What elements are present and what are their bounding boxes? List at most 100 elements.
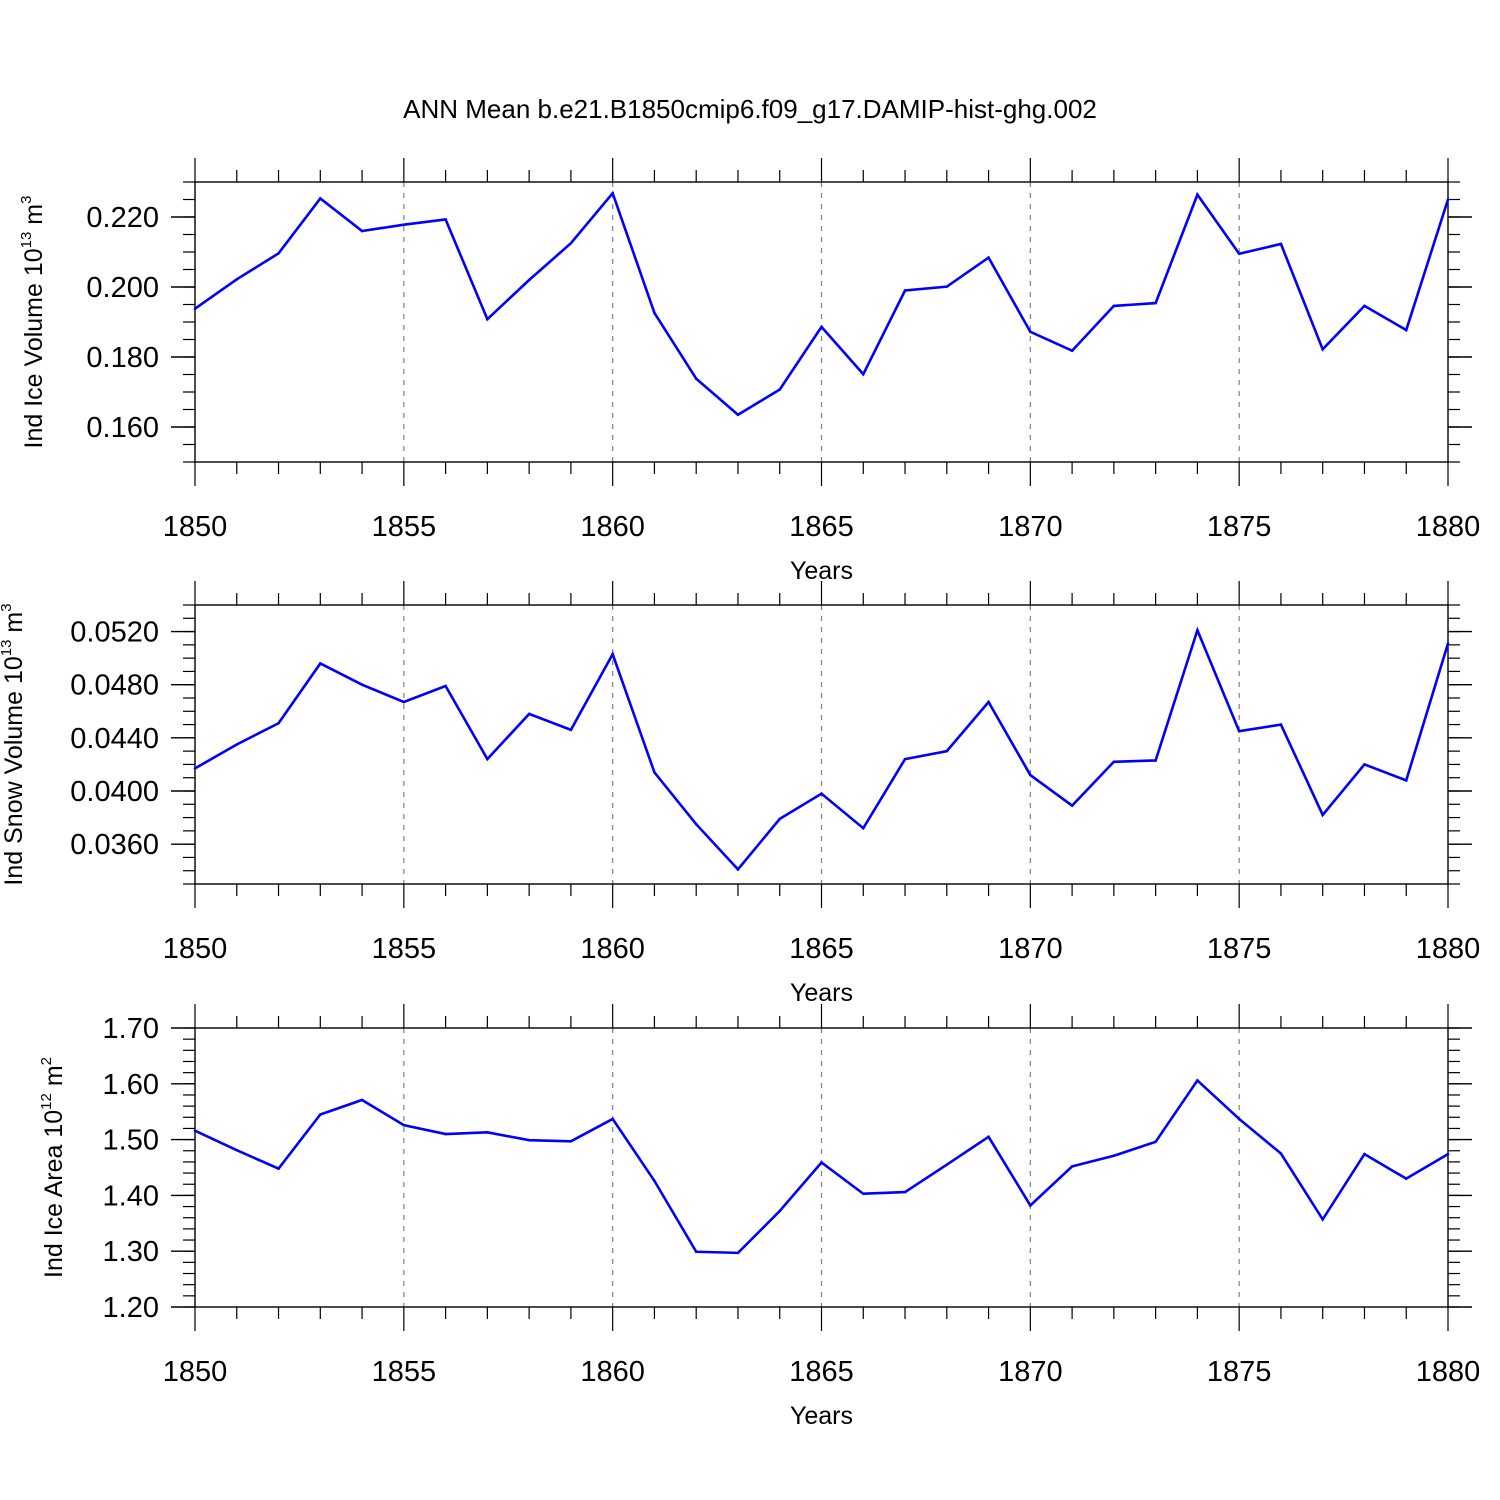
y-tick-label: 1.20 xyxy=(103,1292,159,1324)
data-point xyxy=(277,721,280,725)
y-tick-label: 0.200 xyxy=(86,272,159,304)
y-axis-label-exponent: 3 xyxy=(0,603,15,611)
data-point xyxy=(319,662,322,665)
y-tick-label: 1.60 xyxy=(103,1069,159,1101)
y-axis-label-exponent: 12 xyxy=(38,1093,55,1110)
y-axis-label-text: m xyxy=(40,1065,68,1093)
data-point xyxy=(1029,330,1032,334)
y-axis-label-text: m xyxy=(0,612,28,640)
data-point xyxy=(402,1123,406,1127)
data-point xyxy=(1279,723,1283,726)
x-tick-label: 1855 xyxy=(372,1356,437,1388)
y-tick-label: 1.70 xyxy=(103,1013,159,1045)
data-point xyxy=(1237,729,1241,733)
x-tick-label: 1860 xyxy=(580,933,645,965)
data-point xyxy=(820,792,823,795)
data-point xyxy=(569,1139,573,1143)
data-point xyxy=(987,700,990,704)
data-point xyxy=(319,1113,322,1116)
data-point xyxy=(945,749,949,753)
y-tick-label: 0.160 xyxy=(86,412,159,444)
data-point xyxy=(527,712,531,716)
data-point xyxy=(444,684,447,688)
x-tick-label: 1875 xyxy=(1207,1356,1272,1388)
data-point xyxy=(611,191,614,195)
data-point xyxy=(861,826,865,830)
y-tick-label: 0.180 xyxy=(86,342,159,374)
y-axis-label: Ind Ice Volume 1013 m3 xyxy=(18,196,48,449)
y-tick-label: 0.0520 xyxy=(70,617,159,649)
x-tick-label: 1850 xyxy=(163,1356,228,1388)
data-point xyxy=(1029,773,1032,777)
data-point xyxy=(360,1098,364,1102)
data-point xyxy=(1154,1140,1157,1144)
data-point xyxy=(736,1251,740,1255)
data-point xyxy=(987,1135,990,1139)
data-point xyxy=(527,278,531,282)
y-tick-label: 0.0400 xyxy=(70,776,159,808)
y-axis-label-text: Ind Ice Area 10 xyxy=(40,1110,68,1278)
x-tick-label: 1875 xyxy=(1207,933,1272,965)
y-tick-label: 0.0360 xyxy=(70,829,159,861)
data-point xyxy=(1404,1177,1408,1180)
data-point xyxy=(1196,193,1199,196)
data-point xyxy=(569,241,573,245)
x-axis-label: Years xyxy=(790,557,853,585)
data-point xyxy=(1446,198,1450,201)
x-tick-label: 1865 xyxy=(789,933,854,965)
x-tick-label: 1870 xyxy=(998,933,1063,965)
data-point xyxy=(486,317,489,321)
data-point xyxy=(903,289,907,292)
y-axis-label-text: m xyxy=(20,204,48,232)
x-tick-label: 1875 xyxy=(1207,511,1272,543)
data-point xyxy=(778,1209,782,1213)
x-tick-label: 1855 xyxy=(372,511,437,543)
data-point xyxy=(694,1250,698,1254)
y-tick-label: 1.40 xyxy=(103,1180,159,1212)
y-axis-label-text: Ind Snow Volume 10 xyxy=(0,656,28,885)
x-axis-label: Years xyxy=(790,979,853,1007)
x-tick-label: 1880 xyxy=(1416,511,1481,543)
data-point xyxy=(1363,1152,1366,1156)
y-tick-label: 1.50 xyxy=(103,1125,159,1157)
data-point xyxy=(1321,1218,1324,1221)
x-tick-label: 1865 xyxy=(789,511,854,543)
data-point xyxy=(653,1179,656,1183)
x-tick-label: 1865 xyxy=(789,1356,854,1388)
data-point xyxy=(444,218,447,221)
data-point xyxy=(193,767,197,770)
data-point xyxy=(402,700,406,704)
data-point xyxy=(1112,304,1116,308)
data-point xyxy=(360,683,364,687)
data-point xyxy=(945,285,949,288)
data-point xyxy=(1154,759,1157,762)
data-point xyxy=(1112,760,1116,764)
data-point xyxy=(1070,804,1074,807)
data-point xyxy=(694,822,698,826)
data-point xyxy=(193,307,197,311)
data-point xyxy=(653,771,656,774)
data-point xyxy=(1279,242,1283,246)
data-point xyxy=(1070,1165,1074,1168)
data-point xyxy=(1196,1079,1199,1082)
y-axis-label-exponent: 13 xyxy=(0,640,15,657)
data-point xyxy=(235,278,239,281)
data-point xyxy=(1446,1152,1450,1156)
data-point xyxy=(235,743,239,746)
data-point xyxy=(1112,1154,1116,1158)
data-point xyxy=(235,1148,239,1152)
data-point xyxy=(820,1161,823,1164)
data-point xyxy=(987,256,990,259)
data-point xyxy=(945,1163,949,1167)
data-point xyxy=(486,757,489,761)
data-point xyxy=(1196,628,1199,632)
y-tick-label: 1.30 xyxy=(103,1236,159,1268)
panel-1: 0.160 0.180 0.200 0.220 1850 1855 1860 1865 1870… xyxy=(18,158,1480,585)
data-point xyxy=(1237,1117,1241,1121)
y-axis-label-text: Ind Ice Volume 10 xyxy=(20,248,48,448)
data-point xyxy=(820,325,823,329)
x-tick-label: 1870 xyxy=(998,1356,1063,1388)
data-point xyxy=(1446,642,1450,645)
data-point xyxy=(861,1192,865,1196)
